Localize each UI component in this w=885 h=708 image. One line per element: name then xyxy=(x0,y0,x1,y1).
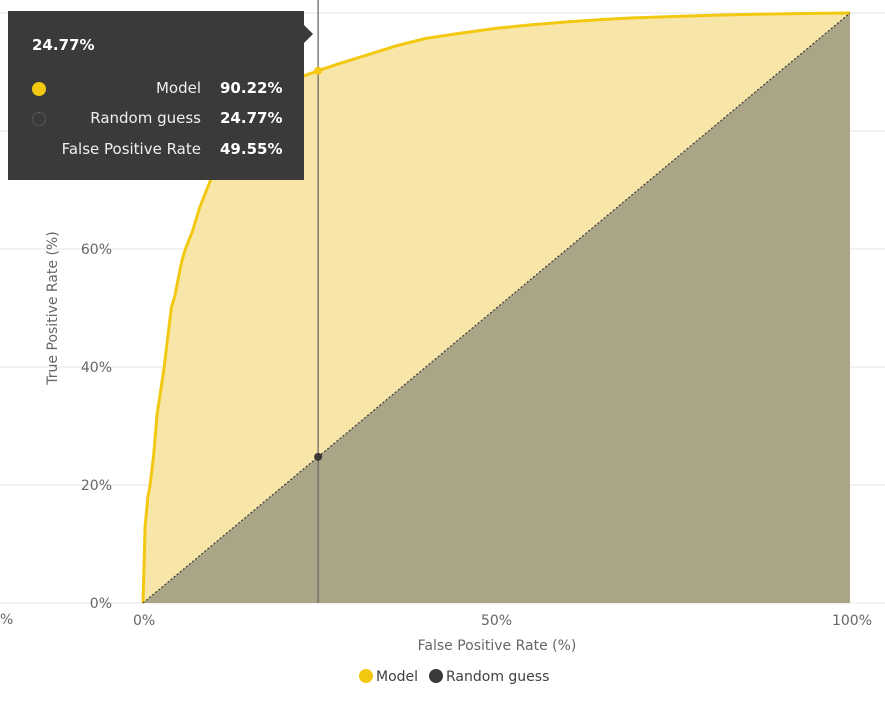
random-dot-icon xyxy=(32,112,46,126)
tooltip-row-label: Model xyxy=(155,79,201,97)
legend-random-dot-icon[interactable] xyxy=(429,669,443,683)
tooltip-row-model: Model 90.22% xyxy=(8,79,304,101)
model-dot-icon xyxy=(32,82,46,96)
y-tick-label: 0% xyxy=(90,596,112,612)
tooltip-row-value: 24.77% xyxy=(220,109,283,127)
y-axis-title: True Positive Rate (%) xyxy=(45,231,61,385)
hover-random-point xyxy=(314,452,323,461)
tooltip-row-value: 90.22% xyxy=(220,79,283,97)
legend-model-label[interactable]: Model xyxy=(376,669,418,685)
tooltip-header: 24.77% xyxy=(32,36,95,54)
tooltip-row-value: 49.55% xyxy=(220,140,283,158)
cut-off-tick-label: % xyxy=(0,612,13,628)
tooltip-row-label: False Positive Rate xyxy=(61,140,201,158)
hover-model-point xyxy=(314,66,323,75)
x-axis-ticks: 0% 50% 100% xyxy=(133,613,872,629)
tooltip-row-fpr: False Positive Rate 49.55% xyxy=(8,140,304,162)
x-tick-label: 50% xyxy=(481,613,512,629)
hover-tooltip: 24.77% Model 90.22% Random guess 24.77% … xyxy=(8,11,313,180)
legend-model-dot-icon[interactable] xyxy=(359,669,373,683)
tooltip-row-label: Random guess xyxy=(90,109,201,127)
tooltip-row-random: Random guess 24.77% xyxy=(8,109,304,131)
y-tick-label: 40% xyxy=(81,360,112,376)
x-tick-label: 100% xyxy=(832,613,872,629)
legend-random-label[interactable]: Random guess xyxy=(446,669,549,685)
y-tick-label: 60% xyxy=(81,242,112,258)
random-guess-line xyxy=(142,12,851,604)
legend: Model Random guess xyxy=(359,669,549,685)
y-axis-ticks: 0% 20% 40% 60% xyxy=(81,242,112,612)
x-tick-label: 0% xyxy=(133,613,155,629)
x-axis-title: False Positive Rate (%) xyxy=(418,638,577,654)
y-tick-label: 20% xyxy=(81,478,112,494)
